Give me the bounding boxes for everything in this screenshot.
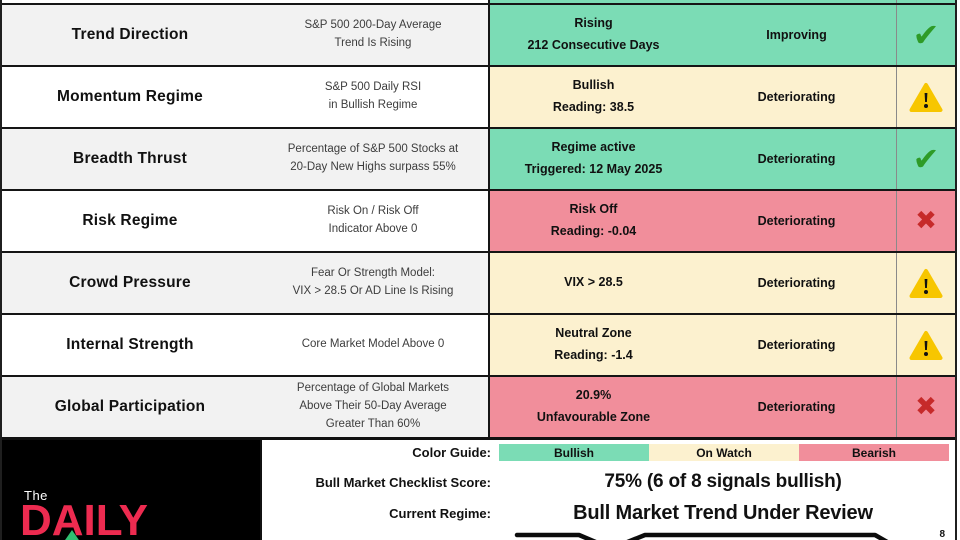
- footer-summary: Color Guide: Bullish On Watch Bearish Bu…: [262, 440, 955, 540]
- signal-icon-cell: ✔: [896, 5, 955, 65]
- signal-trend: Deteriorating: [757, 214, 836, 228]
- check-icon: ✔: [912, 140, 940, 178]
- signal-description: S&P 500 Daily RSI in Bullish Regime: [324, 81, 422, 111]
- signal-status: Rising 212 Consecutive Days: [527, 16, 660, 52]
- check-icon: ✔: [912, 16, 940, 54]
- signal-trend: Deteriorating: [757, 276, 836, 290]
- table-row-crowd-pressure: Crowd Pressure Fear Or Strength Model: V…: [2, 253, 955, 315]
- cross-icon: ✖: [915, 206, 937, 236]
- signal-name: Global Participation: [54, 398, 206, 415]
- signal-description: Core Market Model Above 0: [301, 338, 445, 351]
- current-regime-value: Bull Market Trend Under Review: [573, 501, 873, 524]
- table-row-trend-direction: Trend Direction S&P 500 200-Day Average …: [2, 5, 955, 67]
- signal-name: Trend Direction: [71, 26, 189, 43]
- checklist-score-label: Bull Market Checklist Score:: [315, 474, 491, 490]
- signal-icon-cell: ✖: [896, 191, 955, 251]
- signal-status: Bullish Reading: 38.5: [552, 78, 635, 114]
- color-legend: Bullish On Watch Bearish: [499, 444, 949, 461]
- table-row-breadth-thrust: Breadth Thrust Percentage of S&P 500 Sto…: [2, 129, 955, 191]
- signal-icon-cell: [896, 67, 955, 127]
- signal-trend: Deteriorating: [757, 90, 836, 104]
- color-guide-label: Color Guide:: [412, 445, 491, 460]
- signal-description: S&P 500 200-Day Average Trend Is Rising: [304, 19, 442, 49]
- signal-status: VIX > 28.5: [564, 275, 623, 290]
- daily-logo: The DAILY: [2, 440, 262, 540]
- signal-name: Momentum Regime: [57, 88, 203, 105]
- signal-trend: Improving: [766, 28, 827, 42]
- cutoff-row-sliver: [2, 0, 955, 5]
- signal-icon-cell: ✔: [896, 129, 955, 189]
- signal-icon-cell: [896, 315, 955, 375]
- table-row-risk-regime: Risk Regime Risk On / Risk Off Indicator…: [2, 191, 955, 253]
- checklist-table: Trend Direction S&P 500 200-Day Average …: [2, 5, 955, 437]
- signal-description: Fear Or Strength Model: VIX > 28.5 Or AD…: [292, 267, 454, 297]
- signal-status: Regime active Triggered: 12 May 2025: [524, 140, 663, 176]
- signal-trend: Deteriorating: [757, 338, 836, 352]
- signal-name: Crowd Pressure: [69, 274, 191, 291]
- signal-status: 20.9% Unfavourable Zone: [536, 388, 651, 424]
- table-row-momentum-regime: Momentum Regime S&P 500 Daily RSI in Bul…: [2, 67, 955, 129]
- signal-description: Percentage of S&P 500 Stocks at 20-Day N…: [287, 143, 459, 173]
- cutoff-banner-shapes: [514, 532, 889, 540]
- logo-text-the: The: [24, 488, 48, 503]
- signal-trend: Deteriorating: [757, 152, 836, 166]
- signal-icon-cell: [896, 253, 955, 313]
- signal-name: Internal Strength: [66, 336, 194, 353]
- legend-on-watch: On Watch: [649, 444, 799, 461]
- signal-icon-cell: ✖: [896, 377, 955, 437]
- legend-bearish: Bearish: [799, 444, 949, 461]
- signal-description: Percentage of Global Markets Above Their…: [296, 382, 450, 430]
- legend-bullish: Bullish: [499, 444, 649, 461]
- current-regime-label: Current Regime:: [389, 505, 491, 521]
- page-number: 8: [939, 529, 945, 540]
- checklist-score-value: 75% (6 of 8 signals bullish): [604, 471, 842, 492]
- warning-icon: [909, 82, 943, 112]
- logo-text-daily: DAILY: [20, 496, 148, 540]
- warning-icon: [909, 268, 943, 298]
- cross-icon: ✖: [915, 392, 937, 422]
- warning-icon: [909, 330, 943, 360]
- signal-status: Risk Off Reading: -0.04: [550, 202, 637, 238]
- signal-trend: Deteriorating: [757, 400, 836, 414]
- table-row-internal-strength: Internal Strength Core Market Model Abov…: [2, 315, 955, 377]
- signal-name: Breadth Thrust: [73, 150, 187, 167]
- table-row-global-participation: Global Participation Percentage of Globa…: [2, 377, 955, 437]
- signal-status: Neutral Zone Reading: -1.4: [554, 326, 633, 362]
- signal-description: Risk On / Risk Off Indicator Above 0: [327, 205, 419, 235]
- footer: The DAILY Color Guide: Bullish On Watch …: [2, 437, 955, 540]
- logo-arrow-icon: [63, 530, 81, 540]
- signal-name: Risk Regime: [82, 212, 178, 229]
